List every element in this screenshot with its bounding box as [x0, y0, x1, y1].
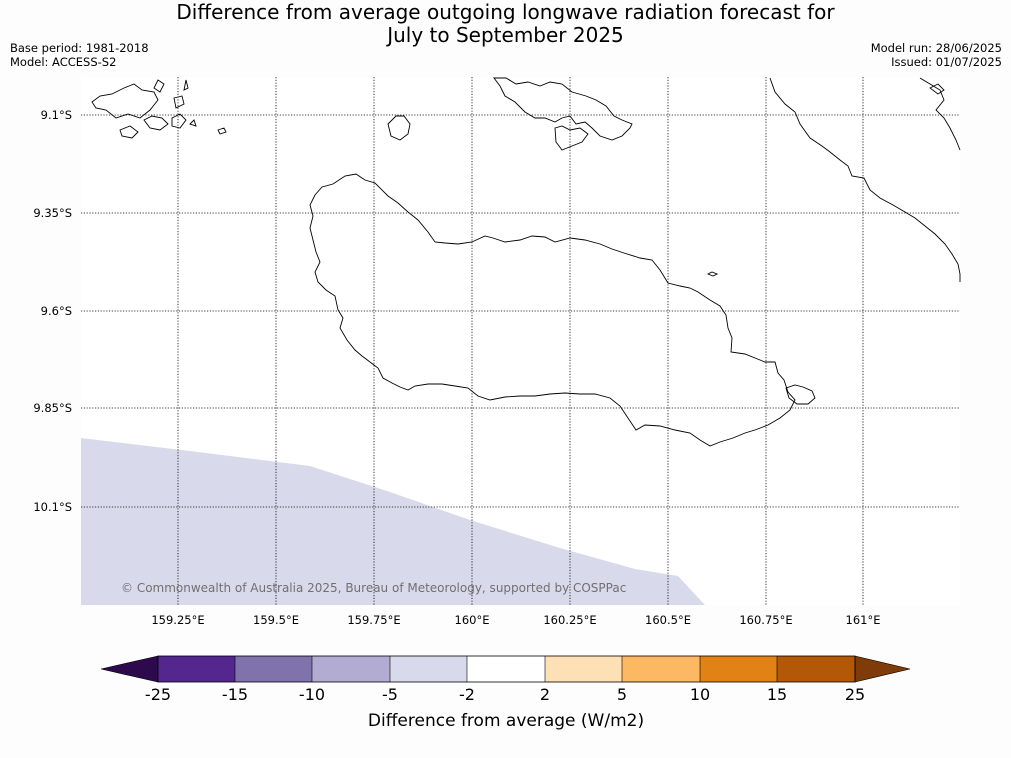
model-run: Model run: 28/06/2025 — [870, 41, 1002, 55]
title-line-2: July to September 2025 — [387, 23, 624, 47]
lat-label: 9.85°S — [33, 401, 72, 415]
guadalcanal-coastline — [309, 173, 796, 447]
lon-label: 161°E — [846, 613, 881, 627]
lon-label: 160.25°E — [543, 613, 596, 627]
coastlines — [91, 77, 961, 447]
lon-label: 160.5°E — [645, 613, 691, 627]
colorbar-outline — [157, 655, 856, 683]
colorbar-tick: -2 — [459, 685, 475, 704]
colorbar-segment — [390, 656, 467, 682]
lat-label: 9.6°S — [41, 304, 72, 318]
colorbar-label: Difference from average (W/m2) — [368, 711, 644, 731]
florida-islands — [493, 77, 633, 151]
lat-label: 10.1°S — [33, 500, 72, 514]
colorbar-ticks: -25 -15 -10 -5 -2 2 5 10 15 25 — [145, 685, 865, 704]
lon-label: 159.5°E — [253, 613, 299, 627]
malaita-coastline — [769, 77, 961, 282]
colorbar-segment — [777, 656, 855, 682]
meta-left: Base period: 1981-2018 Model: ACCESS-S2 — [10, 41, 149, 69]
map-title: Difference from average outgoing longwav… — [0, 1, 1011, 47]
savo-island — [387, 115, 411, 141]
colorbar-tick: 2 — [540, 685, 550, 704]
colorbar-segment — [545, 656, 622, 682]
colorbar-segment — [158, 656, 235, 682]
model-name: Model: ACCESS-S2 — [10, 55, 117, 69]
colorbar-segment — [312, 656, 390, 682]
colorbar-tick: 25 — [845, 685, 865, 704]
lon-label: 159.75°E — [347, 613, 400, 627]
colorbar-tick: -25 — [145, 685, 171, 704]
lat-label: 9.1°S — [41, 108, 72, 122]
colorbar-dividers — [234, 656, 778, 682]
shaded-anomaly-region — [81, 438, 705, 605]
colorbar-tick: 15 — [767, 685, 787, 704]
colorbar-segment — [235, 656, 312, 682]
colorbar-tick: 10 — [690, 685, 710, 704]
longitude-labels: 159.25°E 159.5°E 159.75°E 160°E 160.25°E… — [151, 613, 880, 627]
colorbar-segment — [700, 656, 777, 682]
title-line-1: Difference from average outgoing longwav… — [176, 0, 835, 24]
base-period: Base period: 1981-2018 — [10, 41, 149, 55]
lon-label: 160.75°E — [739, 613, 792, 627]
colorbar-high-extension — [854, 655, 911, 683]
colorbar-low-extension — [100, 655, 159, 683]
colorbar-tick: -10 — [299, 685, 325, 704]
copyright-notice: © Commonwealth of Australia 2025, Bureau… — [121, 581, 626, 595]
islet-right-1 — [929, 83, 945, 95]
lon-label: 159.25°E — [151, 613, 204, 627]
lon-label: 160°E — [455, 613, 490, 627]
colorbar-segment — [622, 656, 700, 682]
lat-label: 9.35°S — [33, 206, 72, 220]
russell-islands — [91, 79, 227, 139]
meta-right: Model run: 28/06/2025 Issued: 01/07/2025 — [871, 41, 1002, 69]
latitude-labels: 9.1°S 9.35°S 9.6°S 9.85°S 10.1°S — [33, 108, 72, 514]
issued-date: Issued: 01/07/2025 — [891, 55, 1002, 69]
colorbar-tick: -15 — [222, 685, 248, 704]
colorbar: -25 -15 -10 -5 -2 2 5 10 15 25 Differenc… — [100, 655, 911, 731]
colorbar-tick: -5 — [382, 685, 398, 704]
gridlines — [81, 77, 960, 605]
islet-east-1 — [785, 384, 816, 405]
colorbar-tick: 5 — [617, 685, 627, 704]
islet-east-2 — [706, 271, 719, 277]
colorbar-segment — [467, 656, 545, 682]
